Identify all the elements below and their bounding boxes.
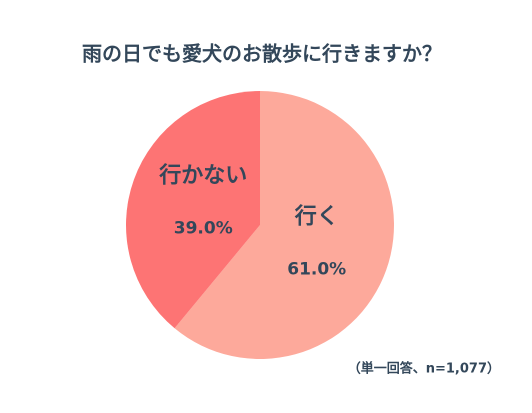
pie-slice: [174, 91, 395, 359]
pie-slice: [126, 90, 261, 329]
chart-title: 雨の日でも愛犬のお散歩に行きますか？: [82, 42, 442, 66]
value-label: 61.0%: [287, 259, 346, 279]
note: （単一回答、n=1,077）: [348, 361, 500, 377]
slice-label: 行かない: [158, 163, 247, 189]
slice-label: 行く: [294, 203, 339, 229]
value-label: 39.0%: [174, 219, 233, 239]
